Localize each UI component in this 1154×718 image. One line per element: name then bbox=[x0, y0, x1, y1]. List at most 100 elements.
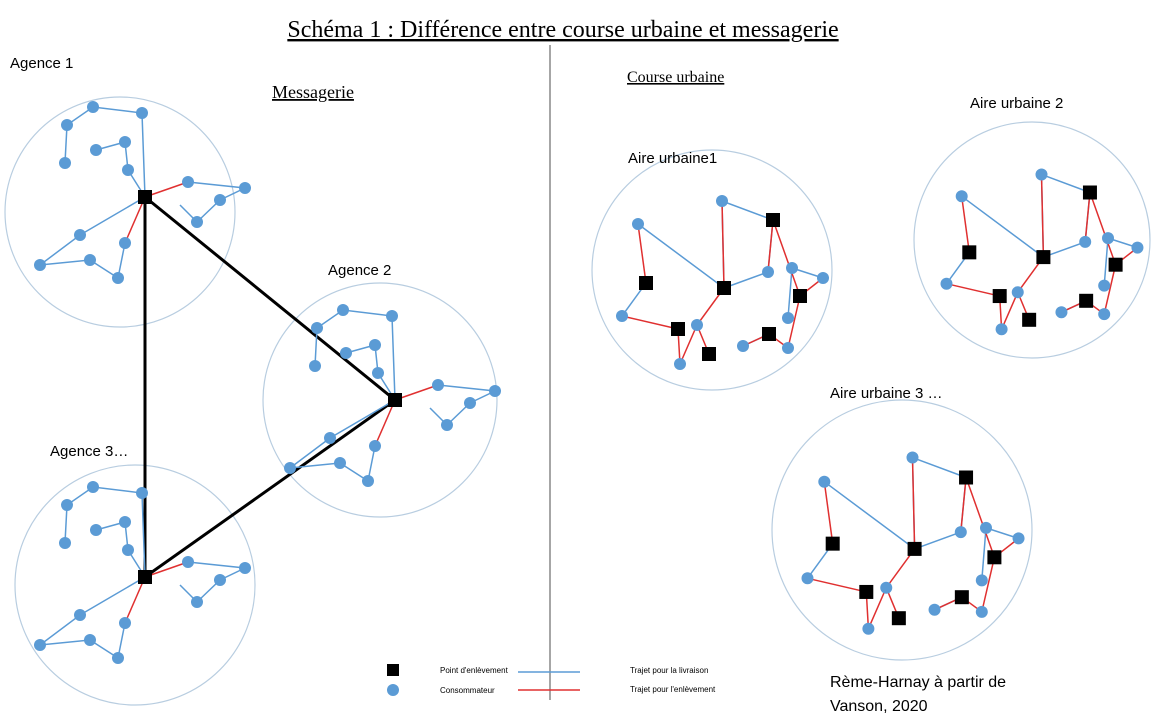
pickup-point bbox=[766, 213, 780, 227]
pickup-point bbox=[1022, 312, 1037, 327]
pickup-point bbox=[793, 289, 807, 303]
consumer bbox=[119, 617, 131, 629]
consumer bbox=[928, 603, 941, 616]
consumer bbox=[119, 136, 131, 148]
legend-label: Trajet pour la livraison bbox=[630, 666, 708, 675]
pickup-path bbox=[823, 481, 834, 544]
pickup-point bbox=[639, 276, 653, 290]
delivery-path bbox=[723, 219, 774, 289]
pickup-point bbox=[992, 289, 1007, 304]
consumer bbox=[61, 119, 73, 131]
consumer bbox=[432, 379, 444, 391]
consumer bbox=[309, 360, 321, 372]
consumer bbox=[87, 481, 99, 493]
delivery-path bbox=[637, 199, 774, 290]
consumer bbox=[880, 581, 893, 594]
title: Schéma 1 : Différence entre course urbai… bbox=[287, 17, 838, 43]
consumer bbox=[182, 176, 194, 188]
cluster-ring bbox=[913, 121, 1151, 359]
consumer bbox=[59, 537, 71, 549]
consumer bbox=[906, 451, 919, 464]
delivery-path bbox=[314, 309, 396, 401]
consumer bbox=[980, 521, 992, 534]
cluster-ring bbox=[14, 464, 256, 706]
consumer bbox=[489, 385, 501, 397]
pickup-path bbox=[144, 181, 189, 198]
consumer bbox=[817, 272, 829, 284]
cluster-ring bbox=[4, 96, 236, 328]
pickup-point bbox=[138, 570, 152, 584]
delivery-path bbox=[37, 196, 146, 280]
cluster-ring bbox=[591, 149, 833, 391]
consumer bbox=[84, 254, 96, 266]
consumer bbox=[119, 516, 131, 528]
consumer bbox=[369, 440, 381, 452]
consumer bbox=[182, 556, 194, 568]
delivery-path bbox=[787, 267, 793, 319]
consumer bbox=[801, 572, 814, 585]
consumer bbox=[191, 596, 203, 608]
pickup-path bbox=[960, 477, 967, 533]
delivery-path bbox=[95, 141, 146, 198]
cluster-label: Aire urbaine 3 … bbox=[830, 385, 943, 402]
pickup-point bbox=[825, 536, 840, 551]
consumer bbox=[214, 574, 226, 586]
consumer bbox=[786, 262, 798, 274]
pickup-point bbox=[1079, 293, 1094, 308]
consumer bbox=[34, 259, 46, 271]
pickup-point bbox=[907, 541, 922, 556]
pickup-path bbox=[767, 219, 774, 273]
consumer bbox=[464, 397, 476, 409]
consumer bbox=[34, 639, 46, 651]
delivery-path bbox=[823, 456, 967, 551]
cluster-ring bbox=[262, 282, 498, 518]
pickup-point bbox=[962, 245, 977, 260]
legend-label: Point d'enlèvement bbox=[440, 666, 509, 675]
pickup-point bbox=[959, 470, 974, 485]
consumer bbox=[691, 319, 703, 331]
consumer bbox=[122, 164, 134, 176]
legend-square bbox=[387, 664, 399, 676]
consumer bbox=[975, 605, 988, 618]
consumer bbox=[239, 562, 251, 574]
delivery-path bbox=[345, 344, 396, 401]
trunk-route bbox=[143, 193, 398, 580]
delivery-path bbox=[37, 576, 146, 660]
cluster-label: Aire urbaine1 bbox=[628, 150, 717, 167]
left-heading: Messagerie bbox=[272, 82, 354, 102]
consumer bbox=[284, 462, 296, 474]
credit: Vanson, 2020 bbox=[830, 698, 928, 715]
consumer bbox=[632, 218, 644, 230]
consumer bbox=[1011, 286, 1024, 299]
consumer bbox=[782, 312, 794, 324]
cluster-label: Agence 3… bbox=[50, 443, 128, 460]
delivery-path bbox=[64, 106, 146, 198]
consumer bbox=[1098, 308, 1111, 321]
delivery-path bbox=[914, 477, 967, 550]
pickup-point bbox=[954, 590, 969, 605]
pickup-path bbox=[144, 561, 189, 578]
consumer bbox=[214, 194, 226, 206]
pickup-path bbox=[374, 399, 396, 447]
consumer bbox=[737, 340, 749, 352]
consumer bbox=[74, 229, 86, 241]
consumer bbox=[954, 526, 967, 539]
pickup-point bbox=[987, 550, 1002, 565]
pickup-path bbox=[965, 477, 1020, 559]
consumer bbox=[674, 358, 686, 370]
pickup-path bbox=[772, 219, 824, 298]
pickup-path bbox=[721, 200, 725, 289]
consumer bbox=[386, 310, 398, 322]
consumer bbox=[362, 475, 374, 487]
consumer bbox=[136, 107, 148, 119]
consumer bbox=[441, 419, 453, 431]
cluster-label: Agence 2 bbox=[328, 262, 391, 279]
credit: Rème-Harnay à partir de bbox=[830, 674, 1006, 691]
pickup-point bbox=[859, 584, 874, 599]
consumer bbox=[334, 457, 346, 469]
pickup-point bbox=[1036, 250, 1051, 265]
pickup-path bbox=[124, 576, 146, 624]
consumer bbox=[369, 339, 381, 351]
shapes bbox=[4, 96, 1151, 706]
